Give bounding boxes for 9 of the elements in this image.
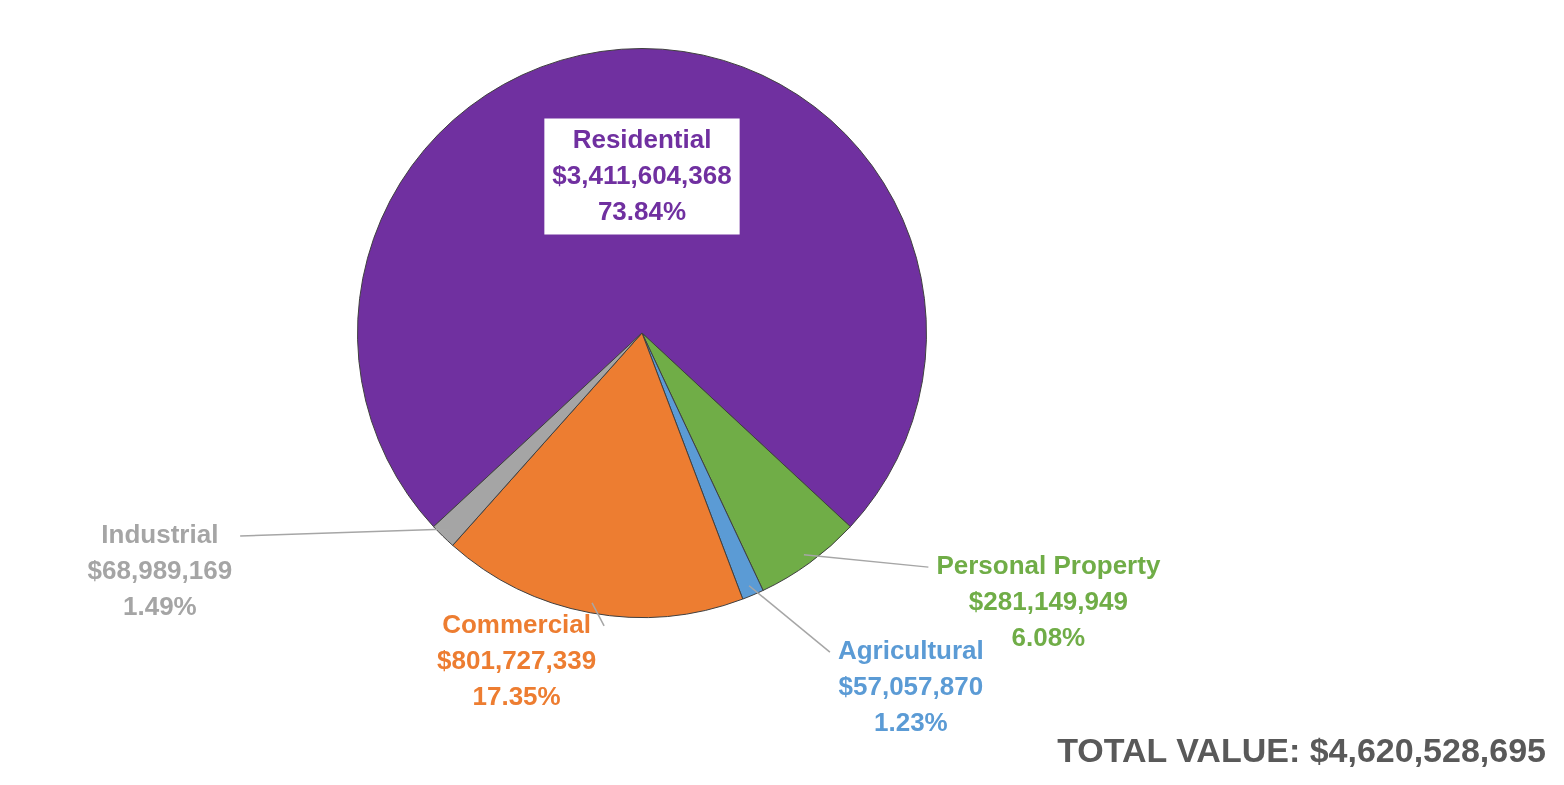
data-label: $3,411,604,368 73.84% — [552, 159, 732, 226]
text: TOTAL VALUE: $4,620,528,695 — [1057, 731, 1546, 770]
data-label: $801,727,339 17.35% — [437, 645, 597, 712]
data-label: $57,057,870 1.23% — [838, 671, 984, 738]
slice-label: Commercial — [442, 609, 592, 640]
data-label: $68,989,169 1.49% — [87, 555, 233, 622]
slice-label: Residential — [572, 123, 712, 154]
slice-label: Personal Property — [936, 550, 1161, 581]
slice-label: Industrial — [101, 519, 219, 550]
